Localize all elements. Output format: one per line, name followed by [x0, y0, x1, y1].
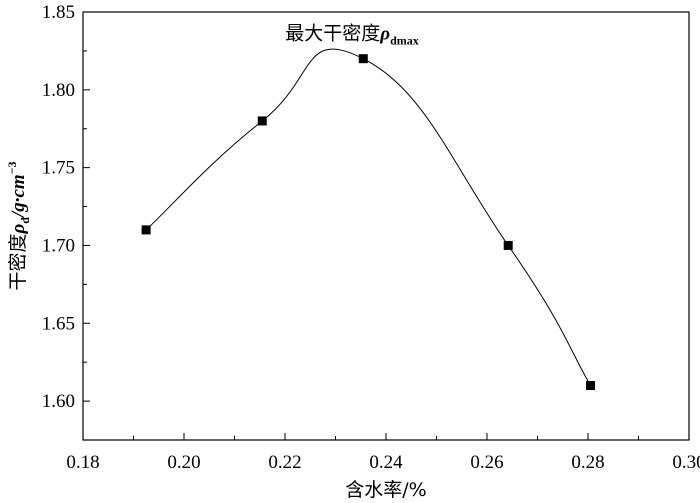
x-tick-label: 0.28 [571, 452, 604, 473]
series-curve [145, 48, 591, 386]
y-tick-label: 1.80 [42, 80, 75, 101]
y-axis-label: 干密度ρd/g·cm−3 [5, 161, 32, 290]
annotation-symbol: ρ [379, 24, 390, 45]
data-point [586, 381, 596, 391]
y-axis-label-main: 干密度 [7, 234, 29, 291]
tick-labels: 0.18 0.20 0.22 0.24 0.26 0.28 0.30 1.60 1.65 1.70… [42, 2, 700, 473]
annotation-text: 最大干密度 [285, 23, 380, 45]
x-tick-label: 0.22 [268, 452, 301, 473]
data-point [358, 54, 368, 64]
ticks [82, 11, 690, 441]
series-markers [141, 54, 596, 391]
x-tick-label: 0.26 [470, 452, 503, 473]
x-tick-label: 0.24 [369, 452, 403, 473]
y-tick-label: 1.85 [42, 2, 75, 23]
y-tick-label: 1.60 [42, 391, 75, 412]
data-point [141, 225, 151, 235]
x-axis-label: 含水率/% [345, 479, 426, 501]
y-tick-label: 1.75 [42, 158, 75, 179]
annotation-max-dry-density: 最大干密度ρdmax [285, 23, 418, 48]
y-axis-label-superscript: −3 [5, 161, 19, 174]
x-tick-label: 0.20 [167, 452, 200, 473]
y-tick-label: 1.65 [42, 313, 75, 334]
x-tick-label: 0.18 [66, 452, 99, 473]
y-axis-label-subscript: d [18, 217, 32, 224]
y-axis-label-symbol: ρ [8, 224, 29, 235]
data-point [257, 116, 267, 126]
data-point [503, 240, 513, 250]
x-tick-label: 0.30 [672, 452, 700, 473]
annotation-subscript: dmax [390, 34, 419, 48]
plot-frame-group [82, 11, 690, 441]
y-axis-label-unit: /g·cm [8, 174, 29, 219]
y-tick-label: 1.70 [42, 235, 75, 256]
plot-frame [82, 11, 690, 441]
